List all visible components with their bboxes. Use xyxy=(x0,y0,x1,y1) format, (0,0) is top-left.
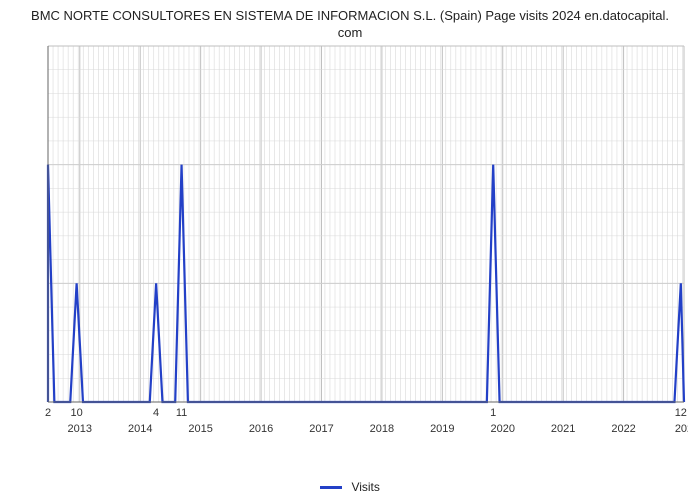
chart-plot-area: 0123201320142015201620172018201920202021… xyxy=(38,42,688,442)
svg-text:10: 10 xyxy=(70,407,82,419)
svg-text:1: 1 xyxy=(490,407,496,419)
svg-text:2016: 2016 xyxy=(249,423,273,435)
legend-swatch xyxy=(320,486,342,489)
chart-title: BMC NORTE CONSULTORES EN SISTEMA DE INFO… xyxy=(0,0,700,42)
svg-text:2013: 2013 xyxy=(68,423,92,435)
svg-text:2022: 2022 xyxy=(611,423,635,435)
legend: Visits xyxy=(0,480,700,494)
svg-text:11: 11 xyxy=(176,407,187,419)
legend-label: Visits xyxy=(351,480,379,494)
title-line-1: BMC NORTE CONSULTORES EN SISTEMA DE INFO… xyxy=(31,8,669,23)
title-line-2: com xyxy=(338,25,363,40)
svg-text:2015: 2015 xyxy=(188,423,212,435)
svg-text:12: 12 xyxy=(675,407,687,419)
svg-text:2018: 2018 xyxy=(370,423,394,435)
svg-text:2017: 2017 xyxy=(309,423,333,435)
svg-text:2021: 2021 xyxy=(551,423,575,435)
chart-svg: 0123201320142015201620172018201920202021… xyxy=(38,42,688,442)
svg-text:202: 202 xyxy=(675,423,688,435)
svg-text:4: 4 xyxy=(153,407,159,419)
svg-text:2019: 2019 xyxy=(430,423,454,435)
svg-text:2014: 2014 xyxy=(128,423,152,435)
svg-text:2020: 2020 xyxy=(490,423,514,435)
svg-text:2: 2 xyxy=(45,407,51,419)
